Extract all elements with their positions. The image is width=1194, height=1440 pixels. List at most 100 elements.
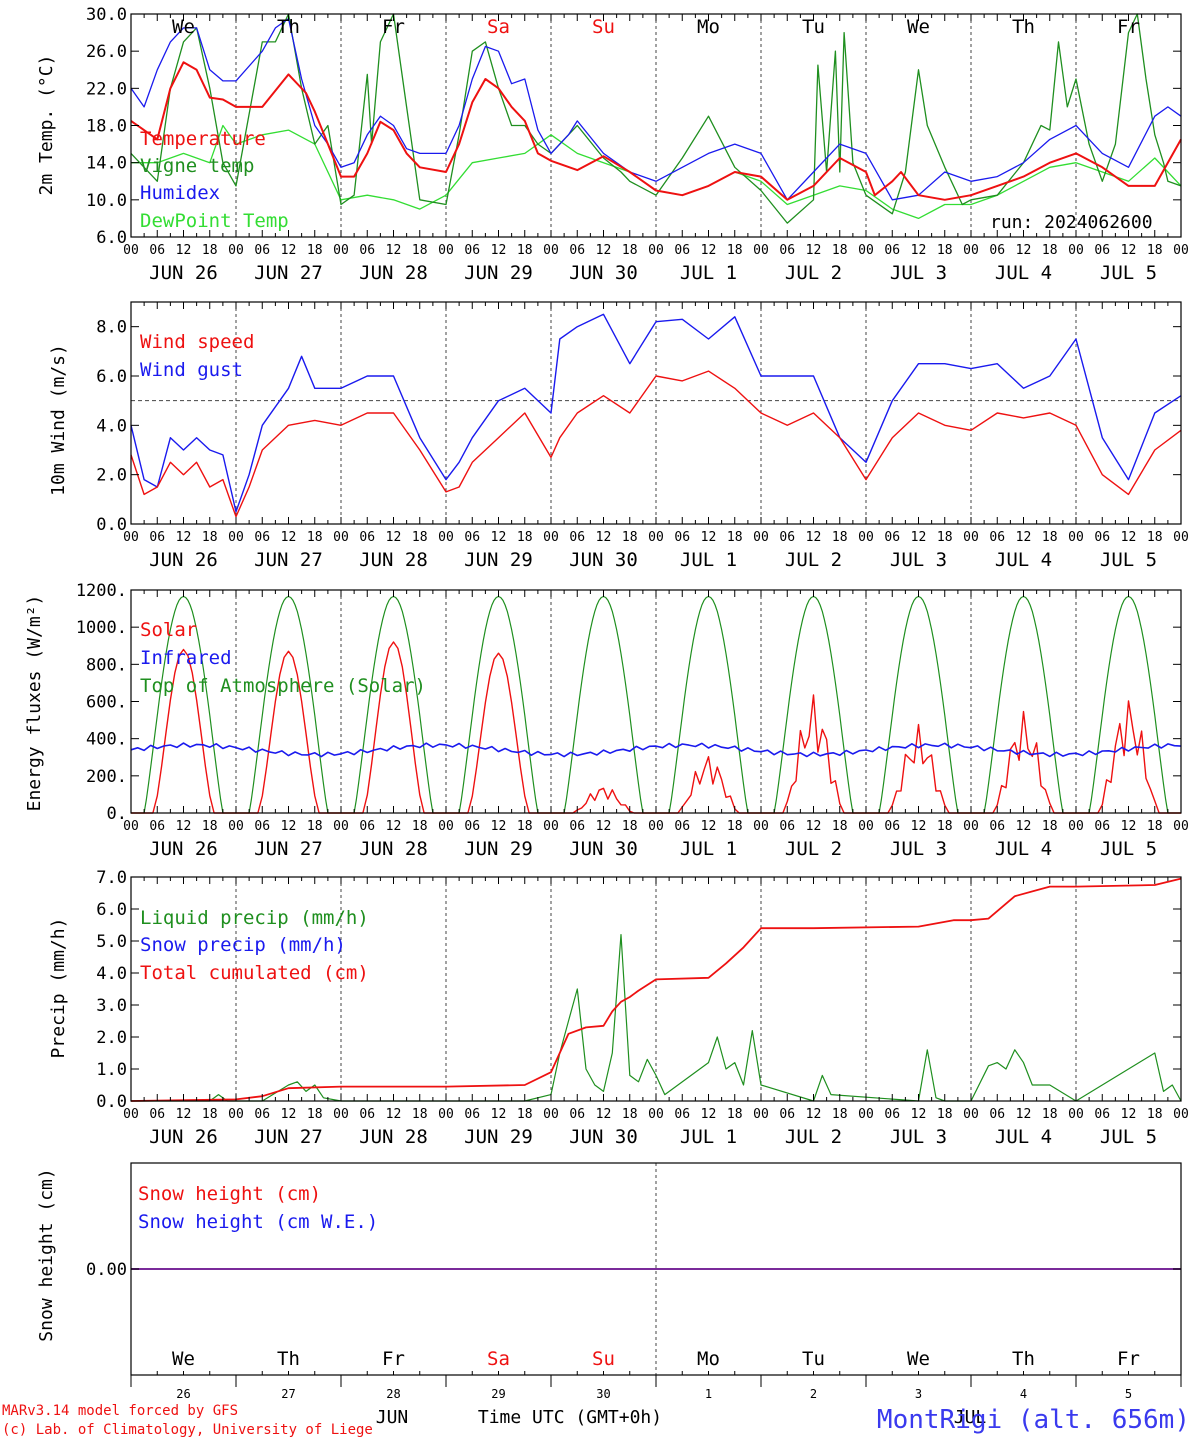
- xtick-label-date: JUN 28: [359, 262, 428, 284]
- xtick-label-date: JUN 28: [359, 838, 428, 860]
- weekday-label: Fr: [382, 16, 405, 38]
- xtick-label-hour: 18: [1147, 243, 1163, 258]
- xtick-label-hour: 12: [701, 1107, 717, 1122]
- xtick-label-hour: 00: [753, 1107, 769, 1122]
- xtick-label-hour: 18: [202, 1107, 218, 1122]
- xtick-label-hour: 12: [1016, 819, 1032, 834]
- footer-time-label: Time UTC (GMT+0h): [478, 1407, 662, 1428]
- xtick-label-date: JUL 5: [1100, 838, 1157, 860]
- xtick-label-hour: 12: [1016, 1107, 1032, 1122]
- xtick-label-date: JUL 4: [995, 838, 1052, 860]
- xtick-label-hour: 06: [989, 243, 1005, 258]
- day-number-label: 29: [491, 1387, 505, 1401]
- xtick-label-hour: 06: [1094, 1107, 1110, 1122]
- footer-model-line2: (c) Lab. of Climatology, University of L…: [2, 1422, 373, 1438]
- xtick-label-hour: 06: [989, 530, 1005, 545]
- xtick-label-hour: 18: [622, 1107, 638, 1122]
- ytick-label: 4.0: [96, 964, 127, 984]
- xtick-label-date: JUN 30: [569, 549, 638, 571]
- xtick-label-hour: 18: [1042, 243, 1058, 258]
- xtick-label-hour: 00: [1068, 530, 1084, 545]
- panel-frame-2: [130, 589, 1182, 814]
- weekday-label-bottom: Fr: [1117, 1348, 1140, 1370]
- xtick-label-hour: 18: [1042, 819, 1058, 834]
- xtick-label-hour: 00: [963, 243, 979, 258]
- xtick-label-hour: 06: [569, 243, 585, 258]
- xtick-label-hour: 18: [307, 819, 323, 834]
- ytick-label: 8.0: [96, 318, 127, 338]
- series-wind-speed: [130, 370, 1182, 518]
- xtick-label-hour: 18: [1042, 530, 1058, 545]
- xtick-label-hour: 12: [176, 1107, 192, 1122]
- xtick-label-hour: 06: [569, 819, 585, 834]
- xtick-label-hour: 00: [228, 530, 244, 545]
- xtick-label-hour: 18: [937, 819, 953, 834]
- ytick-label: 5.0: [96, 932, 127, 952]
- xtick-label-hour: 06: [464, 819, 480, 834]
- xtick-label-hour: 00: [1173, 243, 1189, 258]
- weekday-label: Su: [592, 16, 615, 38]
- xtick-label-hour: 00: [438, 819, 454, 834]
- weekday-label: Sa: [487, 16, 510, 38]
- xtick-label-date: JUL 1: [680, 262, 737, 284]
- xtick-label-date: JUL 2: [785, 838, 842, 860]
- xtick-label-hour: 18: [307, 530, 323, 545]
- xtick-label-hour: 18: [727, 530, 743, 545]
- xtick-label-hour: 12: [386, 1107, 402, 1122]
- xtick-label-hour: 00: [648, 530, 664, 545]
- xtick-label-hour: 00: [228, 819, 244, 834]
- xtick-label-hour: 00: [438, 530, 454, 545]
- xtick-label-date: JUL 5: [1100, 1126, 1157, 1148]
- legend-solar: Solar: [140, 619, 197, 641]
- xtick-label-hour: 18: [727, 1107, 743, 1122]
- xtick-label-date: JUL 3: [890, 262, 947, 284]
- xtick-label-hour: 12: [1121, 243, 1137, 258]
- xtick-label-hour: 00: [123, 819, 139, 834]
- xtick-label-hour: 00: [648, 243, 664, 258]
- day-number-label: 28: [386, 1387, 400, 1401]
- ylabel-temperature: 2m Temp. (°C): [36, 55, 57, 196]
- footer-model-line1: MARv3.14 model forced by GFS: [2, 1403, 238, 1419]
- footer-month-jul: JUL: [954, 1407, 987, 1428]
- xtick-label-hour: 12: [806, 1107, 822, 1122]
- xtick-label-hour: 18: [202, 243, 218, 258]
- ytick-label: 2.0: [96, 1028, 127, 1048]
- xtick-label-hour: 00: [1173, 819, 1189, 834]
- xtick-label-date: JUN 29: [464, 549, 533, 571]
- xtick-label-date: JUN 27: [254, 1126, 323, 1148]
- xtick-label-hour: 06: [464, 1107, 480, 1122]
- xtick-label-hour: 00: [543, 243, 559, 258]
- xtick-label-hour: 18: [937, 530, 953, 545]
- xtick-label-hour: 18: [832, 819, 848, 834]
- day-number-label: 4: [1020, 1387, 1027, 1401]
- xtick-label-hour: 00: [648, 819, 664, 834]
- xtick-label-date: JUN 26: [149, 549, 218, 571]
- xtick-label-hour: 18: [832, 243, 848, 258]
- xtick-label-hour: 06: [359, 819, 375, 834]
- xtick-label-hour: 06: [359, 1107, 375, 1122]
- xtick-label-hour: 06: [884, 1107, 900, 1122]
- xtick-label-hour: 12: [1016, 530, 1032, 545]
- xtick-label-hour: 06: [569, 1107, 585, 1122]
- xtick-label-hour: 12: [701, 819, 717, 834]
- xtick-label-hour: 12: [281, 243, 297, 258]
- xtick-label-hour: 06: [779, 1107, 795, 1122]
- xtick-label-hour: 18: [517, 819, 533, 834]
- legend-humidex: Humidex: [140, 182, 220, 204]
- xtick-label-hour: 06: [674, 530, 690, 545]
- series-layer: [130, 13, 1182, 1270]
- xtick-label-date: JUL 3: [890, 549, 947, 571]
- ytick-label: 7.0: [96, 868, 127, 888]
- xtick-label-hour: 12: [281, 530, 297, 545]
- xtick-label-hour: 06: [989, 819, 1005, 834]
- xtick-label-hour: 00: [963, 530, 979, 545]
- day-number-label: 26: [176, 1387, 190, 1401]
- xtick-label-hour: 00: [753, 819, 769, 834]
- xtick-label-hour: 00: [123, 530, 139, 545]
- xtick-label-hour: 00: [543, 819, 559, 834]
- xtick-label-hour: 18: [622, 530, 638, 545]
- ytick-label: 18.0: [86, 117, 127, 137]
- xtick-label-hour: 18: [517, 243, 533, 258]
- xtick-label-hour: 06: [1094, 530, 1110, 545]
- xtick-label-hour: 18: [412, 1107, 428, 1122]
